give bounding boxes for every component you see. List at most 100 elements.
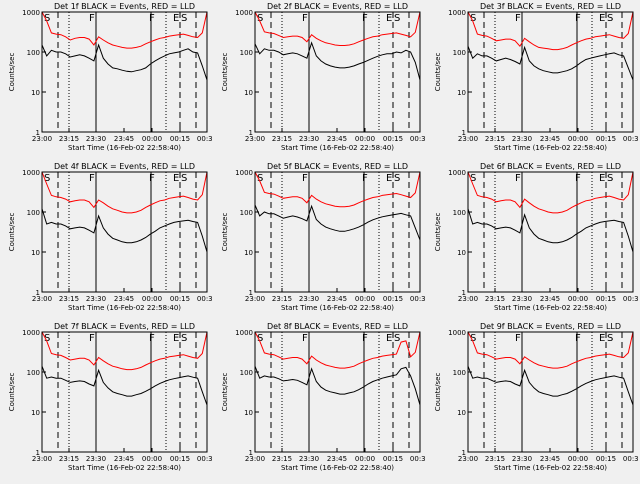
series-events-black: [41, 208, 208, 253]
y-axis-label: Counts/sec: [8, 213, 16, 252]
plot-frame: [467, 171, 634, 293]
marker-label: S: [181, 13, 187, 24]
x-tick-label: 23:00: [32, 295, 52, 303]
y-tick-label: 1000: [235, 169, 253, 177]
y-tick-label: 10: [31, 89, 40, 97]
y-axis-label: Counts/sec: [434, 53, 442, 92]
marker-label: S: [44, 333, 50, 344]
x-tick-label: 00:30: [623, 455, 639, 463]
y-tick-label: 100: [27, 49, 40, 57]
y-tick-label: 1000: [448, 329, 466, 337]
x-axis-label: Start Time (16-Feb-02 22:58:40): [281, 304, 394, 312]
chart-title: Det 5f BLACK = Events, RED = LLD: [267, 162, 408, 171]
chart-panel-5: Det 5f BLACK = Events, RED = LLD S F F E S 1 10…: [213, 160, 430, 320]
marker-label: F: [515, 173, 521, 184]
chart-panel-8: Det 8f BLACK = Events, RED = LLD S F F E S 1 10…: [213, 320, 430, 480]
marker-label: F: [575, 13, 581, 24]
x-tick-label: 00:15: [596, 135, 616, 143]
x-tick-label: 23:30: [512, 455, 532, 463]
y-tick-label: 10: [457, 89, 466, 97]
chart-title: Det 2f BLACK = Events, RED = LLD: [267, 2, 408, 11]
y-tick-label: 1: [36, 129, 40, 137]
x-tick-label: 23:30: [299, 455, 319, 463]
y-tick-label: 1: [462, 289, 466, 297]
marker-label: F: [302, 173, 308, 184]
x-tick-label: 23:15: [272, 135, 292, 143]
x-tick-label: 23:30: [86, 295, 106, 303]
x-tick-label: 23:45: [327, 295, 347, 303]
x-tick-label: 23:45: [540, 135, 560, 143]
series-events-black: [254, 366, 421, 406]
y-axis-label: Counts/sec: [221, 373, 229, 412]
marker-label: F: [515, 13, 521, 24]
series-lld-red: [254, 331, 421, 369]
series-events-black: [41, 43, 208, 81]
plot-frame: [41, 11, 208, 133]
y-tick-label: 100: [240, 209, 253, 217]
x-tick-label: 00:00: [142, 295, 162, 303]
marker-label: S: [607, 333, 613, 344]
x-tick-label: 23:30: [299, 135, 319, 143]
x-axis-label: Start Time (16-Feb-02 22:58:40): [68, 464, 181, 472]
marker-label: F: [149, 13, 155, 24]
x-tick-label: 00:15: [170, 135, 190, 143]
x-tick-label: 00:00: [355, 135, 375, 143]
x-tick-label: 23:15: [59, 135, 79, 143]
x-tick-label: 23:00: [245, 135, 265, 143]
chart-title: Det 1f BLACK = Events, RED = LLD: [54, 2, 195, 11]
y-tick-label: 1000: [22, 9, 40, 17]
marker-label: F: [362, 333, 368, 344]
y-tick-label: 1000: [22, 169, 40, 177]
x-tick-label: 00:30: [623, 135, 639, 143]
x-tick-label: 00:00: [568, 135, 588, 143]
y-tick-label: 10: [31, 409, 40, 417]
chart-panel-4: Det 4f BLACK = Events, RED = LLD S F F E S 1 10…: [0, 160, 217, 320]
x-tick-label: 23:00: [32, 135, 52, 143]
y-tick-label: 1: [462, 449, 466, 457]
y-tick-label: 1: [462, 129, 466, 137]
x-tick-label: 23:00: [458, 135, 478, 143]
marker-label: E: [599, 13, 605, 24]
chart-title: Det 3f BLACK = Events, RED = LLD: [480, 2, 621, 11]
series-lld-red: [41, 171, 208, 214]
series-lld-red: [467, 171, 634, 214]
marker-label: S: [470, 333, 476, 344]
chart-panel-9: Det 9f BLACK = Events, RED = LLD S F F E S 1 10…: [426, 320, 640, 480]
marker-label: F: [89, 333, 95, 344]
marker-label: S: [394, 13, 400, 24]
x-tick-label: 00:15: [383, 135, 403, 143]
y-tick-label: 1: [36, 449, 40, 457]
plot-frame: [41, 331, 208, 453]
x-tick-label: 23:45: [327, 455, 347, 463]
y-tick-label: 1: [36, 289, 40, 297]
y-tick-label: 100: [453, 369, 466, 377]
y-axis-label: Counts/sec: [434, 373, 442, 412]
y-tick-label: 10: [244, 409, 253, 417]
chart-panel-7: Det 7f BLACK = Events, RED = LLD S F F E S 1 10…: [0, 320, 217, 480]
x-tick-label: 00:30: [623, 295, 639, 303]
y-tick-label: 10: [31, 249, 40, 257]
y-axis-label: Counts/sec: [221, 53, 229, 92]
x-axis-label: Start Time (16-Feb-02 22:58:40): [68, 144, 181, 152]
marker-label: E: [599, 173, 605, 184]
chart-title: Det 7f BLACK = Events, RED = LLD: [54, 322, 195, 331]
x-tick-label: 23:15: [485, 295, 505, 303]
x-tick-label: 23:15: [485, 455, 505, 463]
x-axis-label: Start Time (16-Feb-02 22:58:40): [281, 144, 394, 152]
x-tick-label: 00:15: [383, 295, 403, 303]
x-tick-label: 00:00: [142, 455, 162, 463]
y-tick-label: 1000: [235, 9, 253, 17]
x-tick-label: 00:30: [410, 135, 426, 143]
marker-label: E: [173, 333, 179, 344]
series-events-black: [467, 45, 634, 81]
x-tick-label: 23:30: [512, 295, 532, 303]
y-tick-label: 100: [453, 49, 466, 57]
y-tick-label: 100: [453, 209, 466, 217]
marker-label: E: [386, 13, 392, 24]
